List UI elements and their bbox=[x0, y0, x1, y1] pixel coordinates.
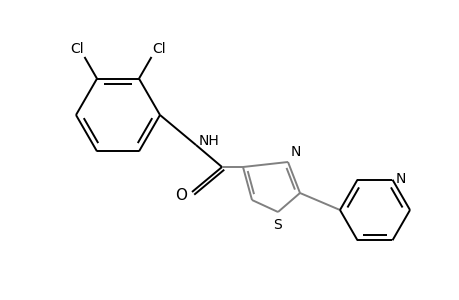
Text: S: S bbox=[273, 218, 282, 232]
Text: Cl: Cl bbox=[70, 42, 84, 56]
Text: N: N bbox=[291, 145, 301, 159]
Text: O: O bbox=[174, 188, 187, 202]
Text: Cl: Cl bbox=[152, 42, 166, 56]
Text: NH: NH bbox=[199, 134, 219, 148]
Text: N: N bbox=[395, 172, 405, 186]
